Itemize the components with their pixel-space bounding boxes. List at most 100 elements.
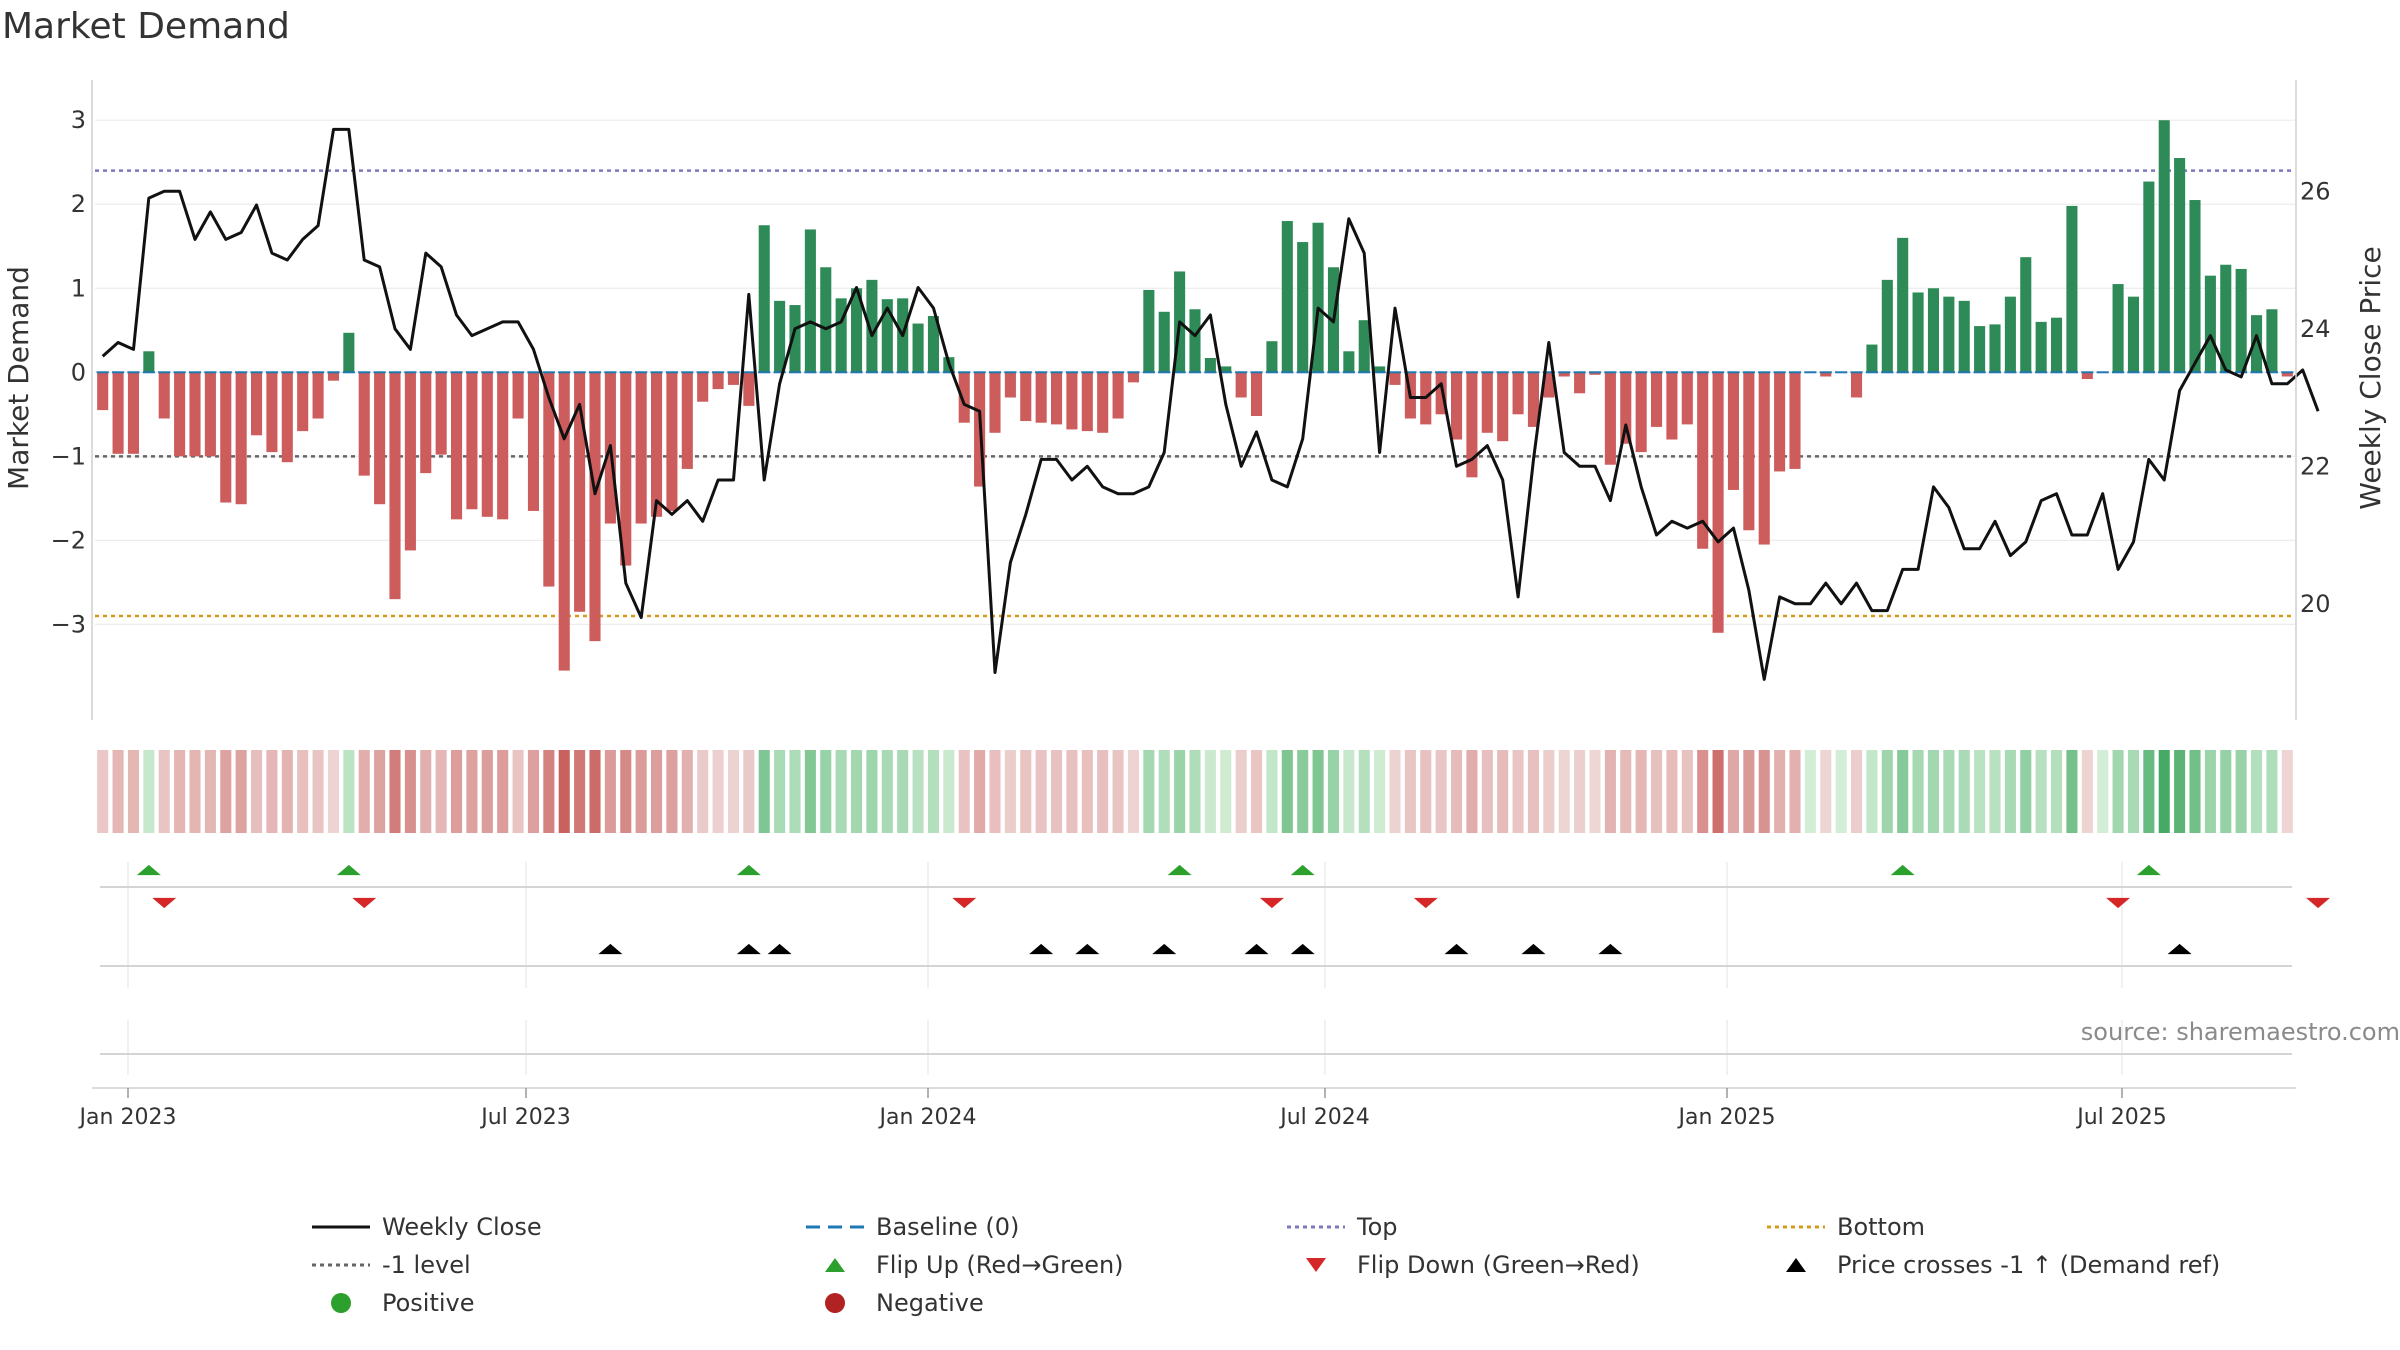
demand-bar: [343, 332, 355, 373]
strip-cell: [866, 750, 878, 833]
y-right-tick-label: 26: [2300, 177, 2331, 205]
source-credit: source: sharemaestro.com: [2080, 1018, 2400, 1046]
demand-bar: [1897, 237, 1909, 373]
demand-bar: [1558, 372, 1570, 377]
strip-cell: [404, 750, 416, 833]
demand-bar: [1281, 221, 1293, 373]
flip-down-marker: [1413, 897, 1438, 909]
demand-bar: [1389, 372, 1401, 385]
strip-cell: [1958, 750, 1970, 833]
strip-cell: [158, 750, 170, 833]
strip-cell: [204, 750, 216, 833]
demand-bar: [804, 229, 816, 373]
demand-bar: [420, 372, 432, 474]
demand-bar: [558, 372, 570, 671]
strip-cell: [574, 750, 586, 833]
price-cross-marker: [1598, 943, 1623, 955]
demand-bar: [774, 300, 786, 373]
demand-bar: [220, 372, 232, 503]
demand-bar: [2266, 309, 2278, 373]
legend-label: Bottom: [1837, 1213, 1926, 1241]
demand-bar: [2220, 264, 2232, 373]
strip-cell: [189, 750, 201, 833]
legend-item-baseline: Baseline (0): [794, 1212, 1019, 1242]
demand-bar: [1620, 372, 1632, 444]
price-cross-marker: [767, 943, 792, 955]
demand-bar: [2281, 372, 2293, 377]
demand-bar: [1081, 372, 1093, 432]
flip-down-marker: [1259, 897, 1284, 909]
legend-item-price-cross: Price crosses -1 ↑ (Demand ref): [1755, 1250, 2220, 1280]
demand-bar: [1127, 372, 1139, 383]
flip-down-marker: [2106, 897, 2131, 909]
strip-cell: [420, 750, 432, 833]
demand-bar: [2204, 275, 2216, 373]
demand-bar: [2081, 372, 2093, 380]
strip-cell: [1866, 750, 1878, 833]
demand-bar: [1927, 288, 1939, 373]
demand-heat-strip: [97, 750, 2293, 833]
demand-bar: [189, 372, 201, 457]
demand-bar: [2004, 296, 2016, 373]
demand-bar: [1651, 372, 1663, 427]
y-right-tick-label: 22: [2300, 452, 2331, 480]
top-legend-icon: [1275, 1212, 1345, 1242]
demand-bar: [881, 299, 893, 373]
demand-bar: [1604, 372, 1616, 465]
demand-bar: [1666, 372, 1678, 440]
demand-bar: [1451, 372, 1463, 440]
y-tick-label: 1: [71, 274, 86, 302]
strip-cell: [1020, 750, 1032, 833]
strip-cell: [2281, 750, 2293, 833]
demand-bar: [789, 305, 801, 373]
strip-cell: [1589, 750, 1601, 833]
demand-bar: [1035, 372, 1047, 423]
strip-cell: [2189, 750, 2201, 833]
signal-markers: [136, 864, 2331, 955]
strip-cell: [451, 750, 463, 833]
strip-cell: [481, 750, 493, 833]
flip-up-marker: [136, 864, 161, 876]
legend-item-flip-up: Flip Up (Red→Green): [794, 1250, 1124, 1280]
strip-cell: [712, 750, 724, 833]
strip-cell: [789, 750, 801, 833]
price-cross-marker: [1152, 943, 1177, 955]
strip-cell: [1835, 750, 1847, 833]
demand-bar: [681, 372, 693, 469]
demand-bar: [1743, 372, 1755, 531]
price-cross-marker: [1444, 943, 1469, 955]
strip-cell: [1235, 750, 1247, 833]
demand-bar: [927, 315, 939, 373]
strip-cell: [2112, 750, 2124, 833]
strip-cell: [1097, 750, 1109, 833]
strip-cell: [543, 750, 555, 833]
strip-cell: [174, 750, 186, 833]
strip-cell: [297, 750, 309, 833]
strip-cell: [1789, 750, 1801, 833]
strip-cell: [235, 750, 247, 833]
demand-bar: [1712, 372, 1724, 633]
legend-label: Weekly Close: [382, 1213, 542, 1241]
demand-bar: [1358, 320, 1370, 373]
strip-cell: [697, 750, 709, 833]
flip-down-marker: [952, 897, 977, 909]
demand-bar: [266, 372, 278, 453]
demand-bar: [281, 372, 293, 463]
strip-cell: [2174, 750, 2186, 833]
demand-bar: [912, 323, 924, 373]
strip-cell: [1112, 750, 1124, 833]
legend-label: Baseline (0): [876, 1213, 1020, 1241]
strip-cell: [2266, 750, 2278, 833]
demand-bar: [2143, 181, 2155, 373]
strip-cell: [1327, 750, 1339, 833]
legend-label: Top: [1357, 1213, 1398, 1241]
legend-label: Price crosses -1 ↑ (Demand ref): [1837, 1251, 2221, 1279]
strip-cell: [2235, 750, 2247, 833]
x-tick-label: Jan 2023: [78, 1105, 177, 1130]
strip-cell: [2035, 750, 2047, 833]
demand-bar: [1066, 372, 1078, 430]
y-right-tick-label: 20: [2300, 590, 2331, 618]
strip-cell: [220, 750, 232, 833]
strip-cell: [651, 750, 663, 833]
market-demand-chart: 3 2 1 0 −1 −2 −3 26 24 22 20 Jan 2023 Jul 2023 Jan 20…: [2, 80, 2387, 1130]
